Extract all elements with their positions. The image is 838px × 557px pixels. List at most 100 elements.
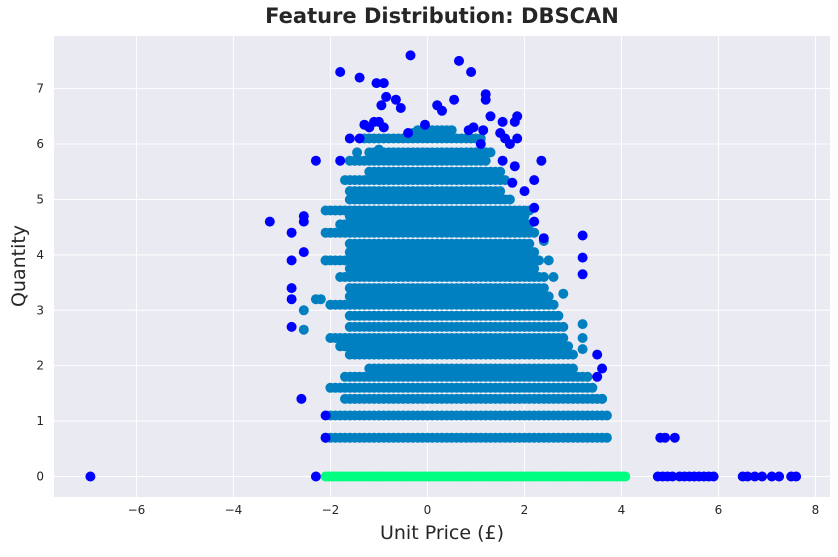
x-tick-label: −6 (128, 503, 146, 517)
data-point (582, 371, 593, 382)
data-point (568, 363, 578, 374)
chart-title: Feature Distribution: DBSCAN (265, 4, 619, 28)
data-point (529, 247, 540, 258)
data-point (286, 294, 297, 305)
y-tick-label: 5 (36, 192, 44, 206)
y-tick-label: 7 (36, 82, 44, 96)
data-point (320, 255, 331, 266)
data-point (536, 155, 547, 166)
data-point (449, 94, 460, 105)
data-point (553, 310, 564, 321)
data-point (315, 294, 326, 305)
data-point (495, 186, 506, 197)
data-point (335, 67, 346, 77)
data-point (264, 216, 275, 227)
data-point (577, 252, 588, 263)
data-point (538, 283, 549, 294)
x-tick-label: 0 (424, 503, 432, 517)
data-point (504, 194, 515, 205)
data-point (601, 410, 612, 421)
data-point (335, 155, 346, 166)
data-point (577, 230, 588, 241)
data-point (298, 211, 309, 222)
data-point (310, 155, 321, 166)
x-tick-labels: −6 −4 −2 0 2 4 6 8 (128, 503, 820, 517)
data-point (480, 155, 491, 166)
data-point (548, 299, 559, 310)
data-point (497, 155, 508, 166)
data-point (403, 128, 414, 138)
data-point (529, 263, 540, 274)
data-point (592, 349, 603, 360)
y-tick-labels: 0 1 2 3 4 5 6 7 (36, 82, 44, 484)
x-tick-label: 6 (715, 503, 723, 517)
y-tick-label: 0 (36, 469, 44, 483)
data-point (298, 305, 309, 316)
data-point (395, 103, 406, 113)
data-point (376, 100, 387, 111)
data-point (480, 89, 491, 100)
x-axis-label: Unit Price (£) (379, 522, 505, 544)
data-points (85, 50, 802, 482)
data-point (529, 175, 540, 186)
data-point (568, 349, 578, 360)
data-point (320, 410, 331, 421)
data-point (620, 471, 631, 482)
x-tick-label: −4 (225, 503, 243, 517)
x-tick-label: 4 (618, 503, 626, 517)
data-point (286, 255, 297, 266)
data-point (378, 78, 389, 89)
data-point (296, 393, 307, 404)
data-point (310, 471, 321, 482)
x-tick-label: 8 (812, 503, 820, 517)
data-point (344, 133, 355, 144)
data-point (534, 255, 544, 266)
data-point (667, 471, 678, 482)
data-point (512, 133, 523, 144)
data-point (504, 139, 515, 149)
data-point (371, 78, 382, 89)
data-point (757, 471, 768, 482)
data-point (485, 147, 496, 158)
data-point (478, 125, 489, 136)
data-point (592, 371, 603, 382)
x-tick-label: −2 (322, 503, 340, 517)
data-point (497, 116, 508, 127)
data-point (766, 471, 777, 482)
data-point (529, 216, 540, 227)
data-point (543, 255, 554, 266)
data-point (543, 291, 554, 302)
data-point (597, 363, 608, 374)
data-point (286, 321, 297, 332)
data-point (587, 382, 598, 393)
data-point (437, 105, 447, 116)
data-point (390, 94, 401, 105)
data-point (298, 247, 309, 258)
data-point (529, 227, 540, 238)
data-point (669, 432, 680, 443)
data-point (475, 139, 486, 149)
data-point (373, 144, 384, 155)
data-point (577, 344, 588, 355)
data-point (538, 272, 549, 282)
data-point (420, 119, 430, 130)
data-point (538, 233, 549, 244)
data-point (660, 432, 671, 443)
data-point (577, 333, 588, 343)
data-point (286, 227, 297, 238)
data-point (519, 186, 530, 197)
data-point (354, 133, 365, 144)
data-point (509, 161, 520, 172)
y-tick-label: 6 (36, 137, 44, 151)
data-point (320, 432, 331, 443)
x-tick-label: 2 (521, 503, 529, 517)
data-point (468, 122, 479, 133)
data-point (597, 393, 608, 404)
data-point (298, 324, 309, 335)
data-point (601, 432, 612, 443)
y-tick-label: 1 (36, 414, 44, 428)
data-point (577, 269, 588, 280)
data-point (563, 341, 574, 352)
y-tick-label: 3 (36, 303, 44, 317)
